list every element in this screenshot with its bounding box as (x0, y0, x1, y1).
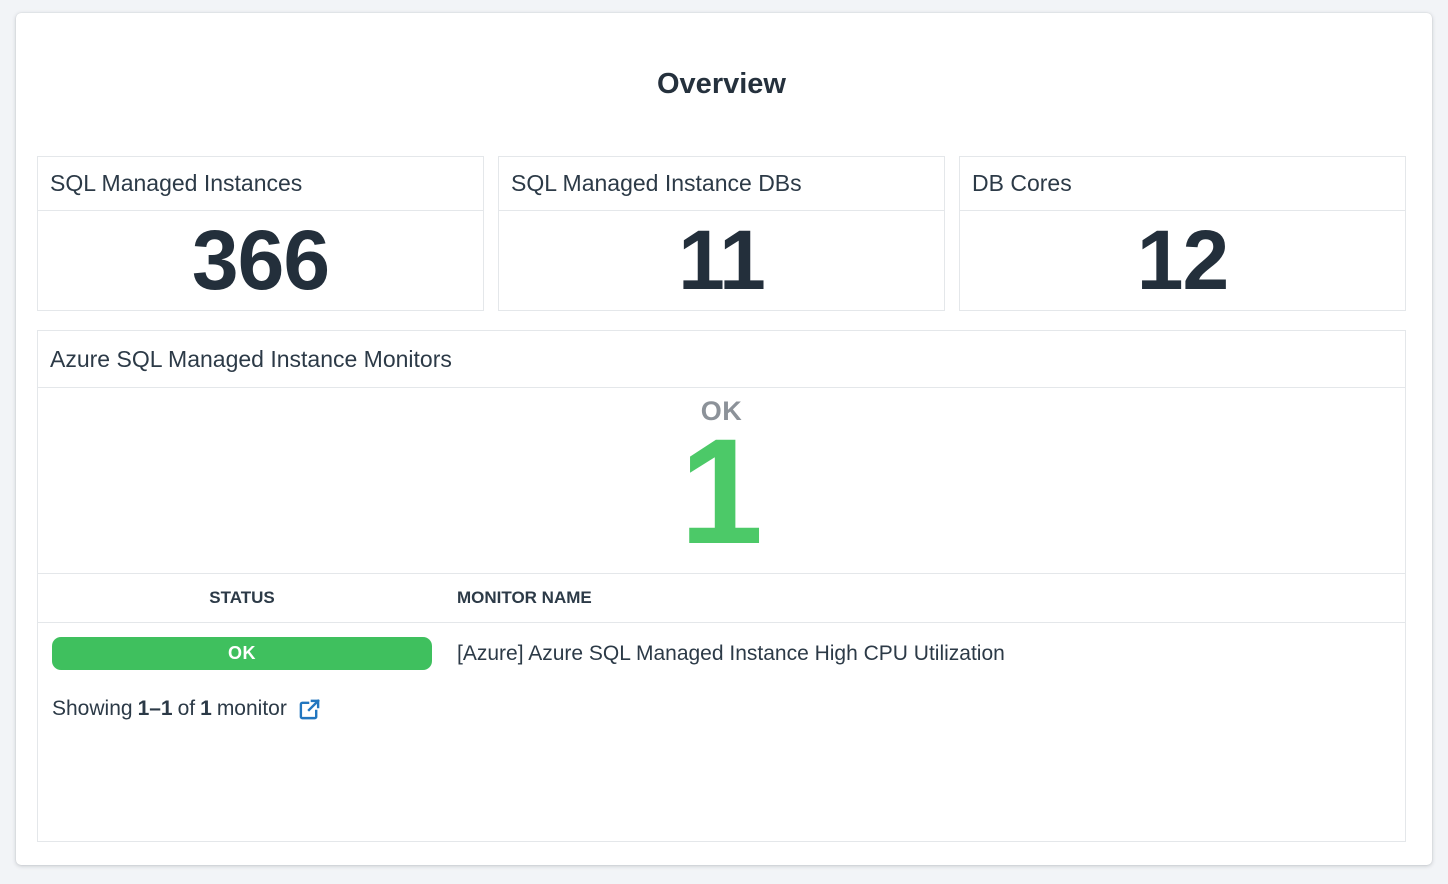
monitor-summary-widget: Azure SQL Managed Instance Monitors OK 1… (37, 330, 1406, 842)
of-label: of (177, 697, 196, 720)
stat-widget-sql-managed-instance-dbs: SQL Managed Instance DBs 11 (498, 156, 945, 311)
external-link-icon[interactable] (298, 698, 321, 721)
monitor-widget-title: Azure SQL Managed Instance Monitors (38, 331, 1405, 388)
status-ok-label: OK (700, 396, 743, 426)
showing-label: Showing (52, 697, 133, 720)
status-badge: OK (52, 637, 432, 670)
stat-widgets-row: SQL Managed Instances 366 SQL Managed In… (37, 156, 1406, 311)
stat-widget-value: 11 (678, 213, 766, 307)
stat-widget-title: DB Cores (960, 157, 1405, 211)
stat-widget-title: SQL Managed Instances (38, 157, 483, 211)
dashboard-card: Overview SQL Managed Instances 366 SQL M… (16, 13, 1432, 865)
monitor-name-link[interactable]: [Azure] Azure SQL Managed Instance High … (457, 641, 1005, 665)
showing-total: 1 (200, 697, 212, 720)
page-title: Overview (657, 68, 786, 100)
status-ok-count: 1 (679, 407, 764, 573)
stat-widget-db-cores: DB Cores 12 (959, 156, 1406, 311)
showing-range: 1–1 (137, 697, 173, 720)
stat-widget-value: 366 (191, 213, 330, 307)
column-header-status: STATUS (209, 588, 275, 607)
monitor-row[interactable]: OK [Azure] Azure SQL Managed Instance Hi… (38, 623, 1405, 670)
stat-widget-sql-managed-instances: SQL Managed Instances 366 (37, 156, 484, 311)
status-summary: OK 1 (38, 388, 1405, 573)
stat-widget-value: 12 (1136, 213, 1229, 307)
unit-label: monitor (216, 697, 287, 720)
stat-widget-title: SQL Managed Instance DBs (499, 157, 944, 211)
column-header-monitor-name: MONITOR NAME (457, 588, 592, 607)
monitor-count-footer: Showing 1–1 of 1 monitor (52, 697, 1405, 721)
monitor-table-header: STATUS MONITOR NAME (38, 573, 1405, 623)
